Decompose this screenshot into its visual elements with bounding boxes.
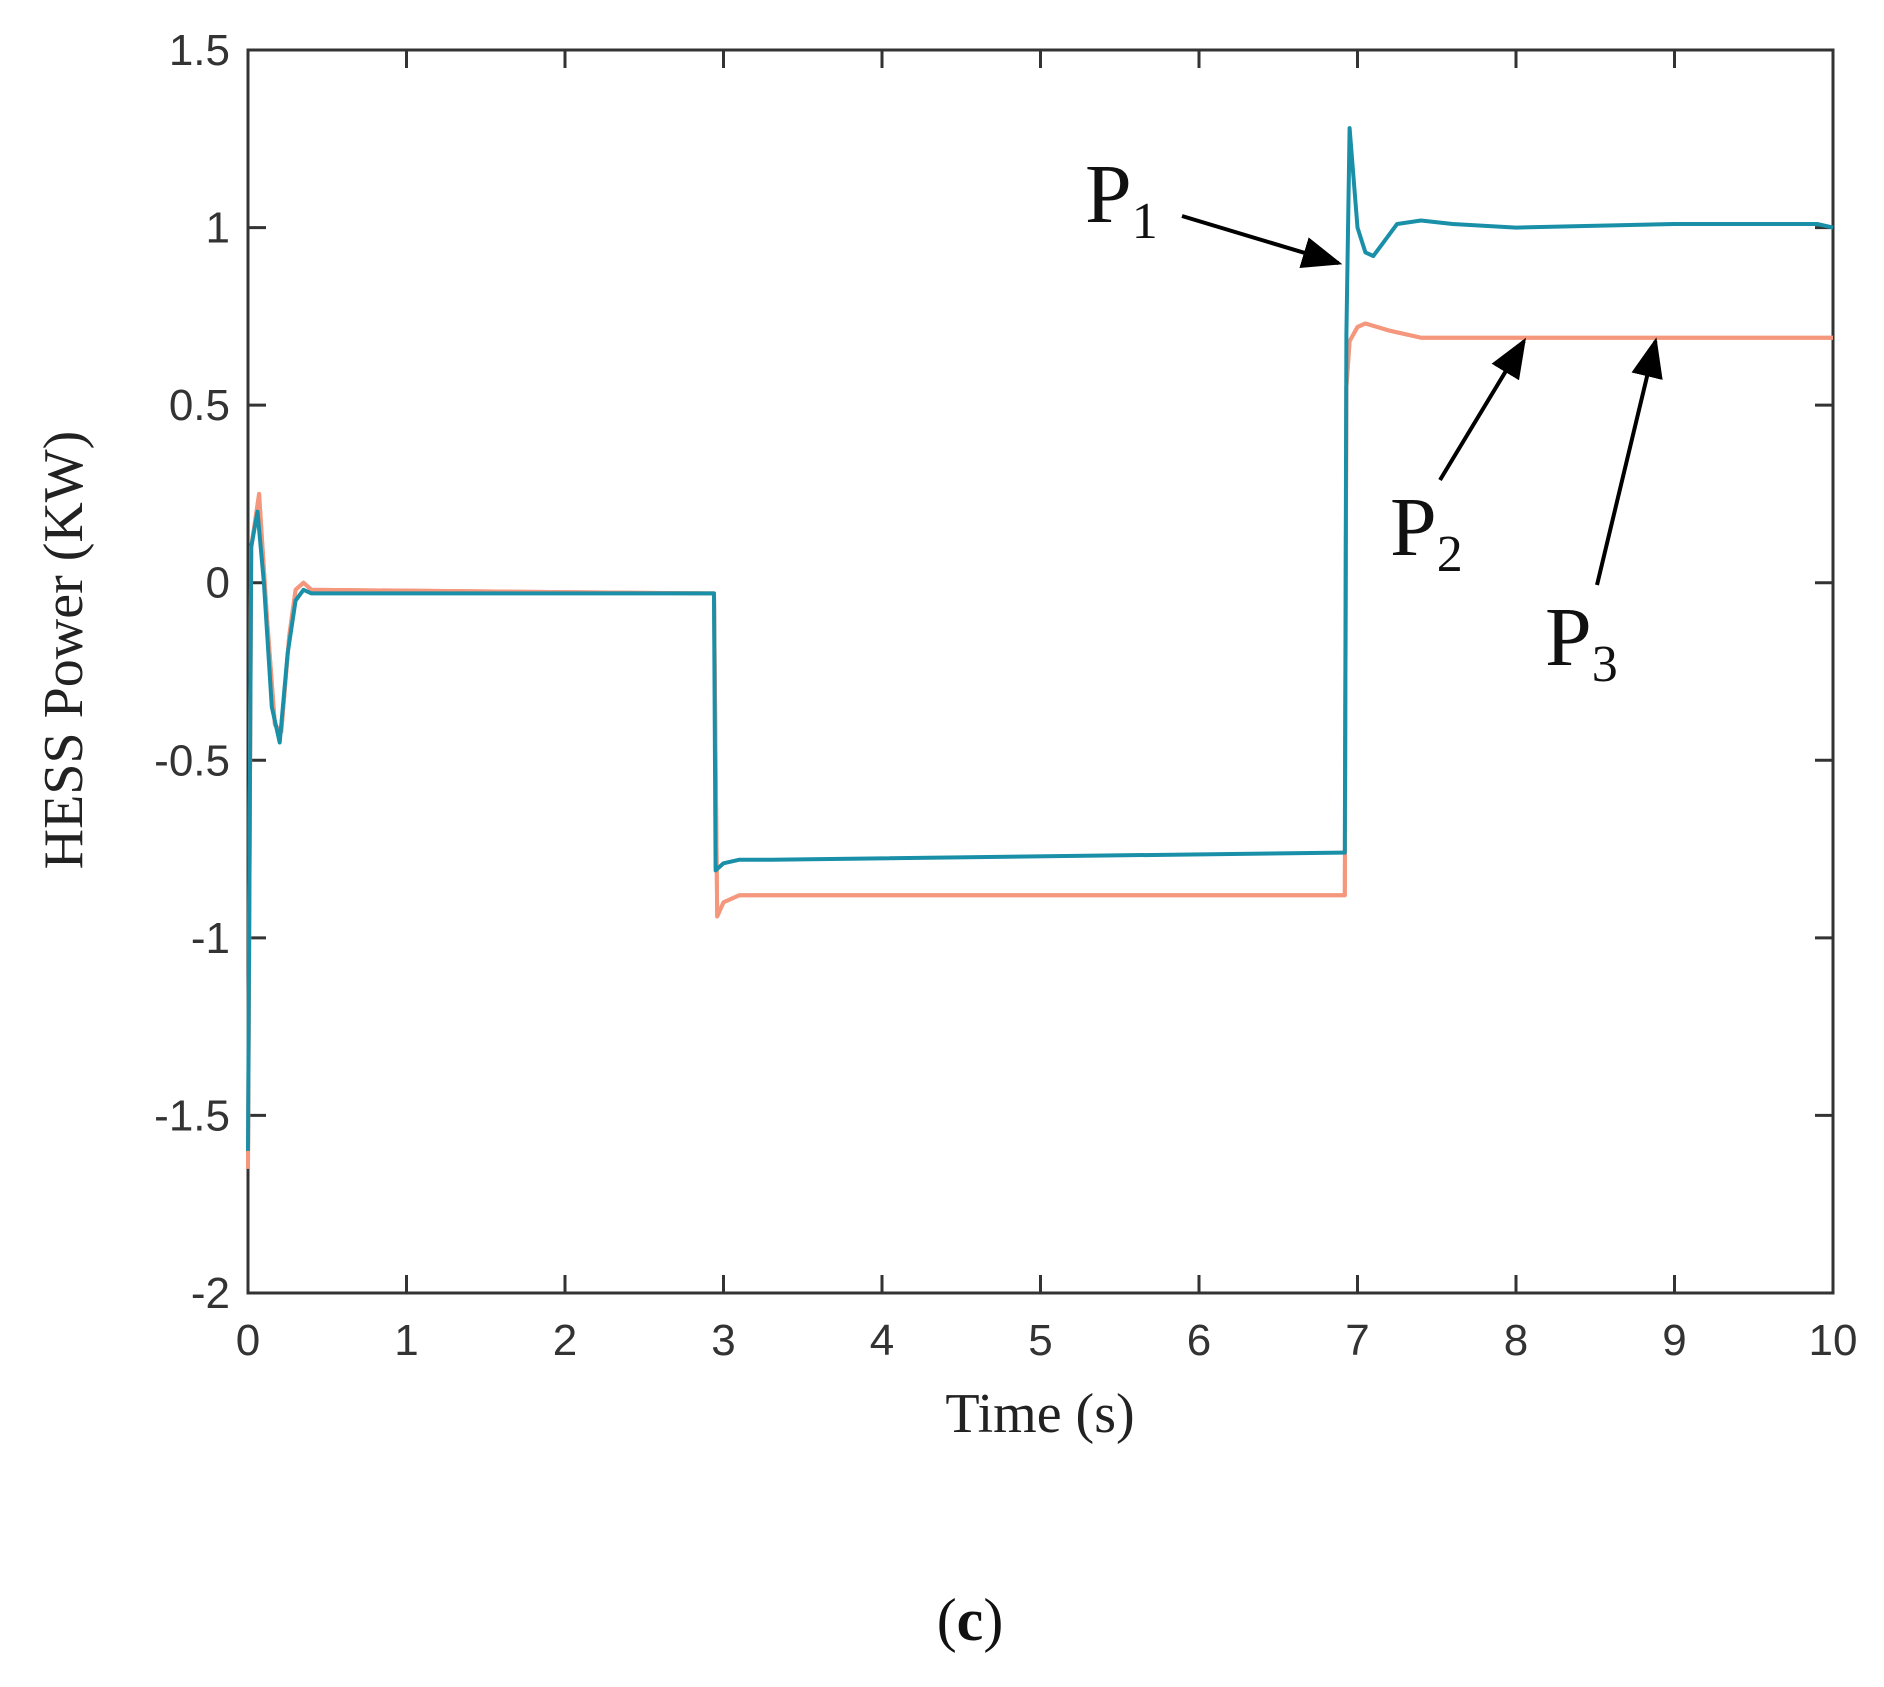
x-axis-ticks: 0 1 2 3 4 5 6 7 8 9 10 — [236, 50, 1858, 1365]
x-tick-label: 9 — [1662, 1316, 1686, 1365]
annotation-sub-p3: 3 — [1592, 636, 1618, 693]
annotation-arrow-p1 — [1181, 214, 1343, 269]
annotation-arrow-p2 — [1438, 337, 1526, 482]
x-tick-label: 2 — [553, 1316, 577, 1365]
annotation-arrow-p3 — [1595, 337, 1663, 586]
x-tick-label: 8 — [1504, 1316, 1528, 1365]
y-tick-label: -2 — [191, 1269, 230, 1318]
annotation-main-p1: P — [1085, 148, 1132, 241]
x-tick-label: 10 — [1809, 1316, 1858, 1365]
x-tick-label: 4 — [870, 1316, 894, 1365]
series-line-p2 — [246, 321, 1833, 1169]
y-tick-label: -1.5 — [154, 1091, 230, 1140]
x-tick-label: 0 — [236, 1316, 260, 1365]
y-tick-label: 1 — [206, 204, 230, 253]
y-tick-label: 0.5 — [169, 381, 230, 430]
y-tick-label: 0 — [206, 559, 230, 608]
x-tick-label: 3 — [711, 1316, 735, 1365]
x-axis-label: Time (s) — [945, 1383, 1134, 1445]
x-tick-label: 7 — [1345, 1316, 1369, 1365]
y-axis-ticks: 1.5 1 0.5 0 -0.5 -1 -1.5 -2 — [154, 26, 1833, 1318]
y-tick-label: -0.5 — [154, 736, 230, 785]
annotation-label-p3: P3 — [1545, 591, 1618, 693]
y-tick-label: 1.5 — [169, 26, 230, 75]
annotation-sub-p1: 1 — [1132, 193, 1158, 250]
annotation-main-p3: P — [1545, 591, 1592, 684]
x-tick-label: 1 — [394, 1316, 418, 1365]
series-layer — [246, 126, 1834, 1169]
caption-open: ( — [937, 1587, 957, 1653]
series-line-p1 — [246, 126, 1834, 1151]
x-tick-label: 6 — [1187, 1316, 1211, 1365]
x-tick-label: 5 — [1028, 1316, 1052, 1365]
caption-close: ) — [983, 1587, 1003, 1653]
annotation-label-p2: P2 — [1390, 481, 1463, 583]
y-tick-label: -1 — [191, 914, 230, 963]
y-axis-label: HESS Power (KW) — [33, 431, 95, 870]
figure-caption: (c) — [937, 1587, 1004, 1653]
annotation-label-p1: P1 — [1085, 148, 1158, 250]
series-line-p3 — [246, 321, 1833, 1169]
annotation-main-p2: P — [1390, 481, 1437, 574]
annotation-sub-p2: 2 — [1437, 526, 1463, 583]
caption-letter: c — [957, 1587, 984, 1653]
